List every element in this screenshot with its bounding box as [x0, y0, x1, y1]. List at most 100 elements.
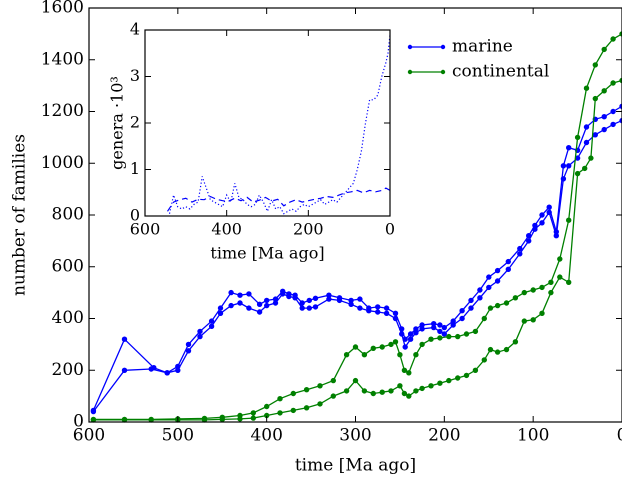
marine-series-line: [92, 105, 622, 411]
continental-data-point: [388, 341, 394, 348]
inset-ytick-label: 4: [130, 20, 140, 39]
continental-data-point: [592, 62, 598, 68]
inset-dashed-series-line: [166, 187, 391, 212]
marine-data-point: [280, 291, 286, 297]
marine-data-point: [610, 108, 616, 115]
continental-data-point: [406, 370, 412, 376]
main-ytick-label: 1400: [41, 49, 84, 69]
marine-data-point: [546, 204, 552, 210]
continental-data-point: [406, 393, 412, 399]
continental-data-point: [343, 352, 350, 358]
marine-data-point: [399, 331, 405, 337]
legend-continental-marker: [407, 69, 413, 75]
marine-data-point: [494, 278, 501, 284]
continental-data-point: [428, 336, 434, 342]
continental-data-point: [472, 328, 479, 335]
marine-data-point: [539, 220, 545, 226]
inset-ytick-label: 2: [130, 113, 140, 132]
main-xtick-label: 500: [162, 426, 194, 446]
marine-data-point: [237, 292, 243, 298]
marine-data-point: [477, 287, 483, 293]
continental-data-point: [379, 389, 385, 395]
inset-ytick-label: 3: [130, 66, 140, 85]
marine-data-point: [292, 295, 298, 301]
marine-data-point: [539, 212, 545, 218]
marine-data-point: [383, 310, 390, 316]
marine-data-point: [197, 333, 203, 340]
marine-data-point: [477, 295, 483, 301]
marine-data-point: [256, 309, 263, 315]
continental-data-point: [264, 403, 270, 410]
main-ytick-label: 800: [52, 205, 84, 225]
marine-data-point: [286, 293, 292, 300]
marine-data-point: [217, 305, 224, 311]
marine-data-point: [306, 305, 312, 311]
inset-xtick-label: 400: [211, 220, 242, 239]
marine-data-point: [383, 305, 390, 311]
marine-data-point: [601, 114, 607, 120]
marine-data-point: [610, 121, 616, 128]
main-xtick-label: 0: [617, 426, 622, 446]
marine-data-point: [357, 296, 363, 302]
marine-data-point: [546, 209, 552, 216]
marine-data-point: [407, 331, 414, 337]
continental-data-point: [503, 346, 510, 353]
marine-data-point: [494, 267, 501, 274]
marine-data-point: [121, 367, 128, 373]
marine-data-point: [517, 245, 523, 252]
marine-data-point: [237, 300, 243, 306]
marine-data-point: [375, 304, 381, 310]
marine-data-point: [437, 328, 443, 335]
continental-data-point: [379, 344, 385, 350]
continental-data-point: [592, 95, 598, 102]
continental-data-point: [401, 390, 408, 397]
continental-data-point: [548, 279, 554, 285]
continental-data-point: [352, 344, 359, 350]
marine-data-point: [148, 366, 154, 372]
continental-data-point: [521, 318, 527, 324]
marine-data-point: [336, 297, 343, 304]
marine-data-point: [392, 315, 399, 322]
legend-marine-marker: [440, 44, 446, 50]
legend-marine-label: marine: [452, 37, 513, 57]
inset-y-axis-label: genera ·10³: [108, 76, 127, 170]
continental-data-point: [530, 287, 536, 293]
continental-data-point: [388, 388, 394, 394]
inset-plot: 600 400 200 0 0 1 2 3 4 time [Ma ago] genera ·10³: [108, 20, 396, 263]
marine-data-point: [560, 176, 567, 182]
continental-data-point: [503, 300, 510, 306]
continental-data-point: [512, 295, 519, 301]
marine-data-point: [450, 322, 456, 328]
marine-data-point: [185, 341, 192, 348]
continental-data-point: [557, 274, 563, 280]
continental-data-point: [487, 346, 494, 353]
continental-data-point: [557, 256, 563, 262]
continental-data-point: [343, 388, 350, 394]
continental-data-point: [437, 380, 443, 386]
marine-data-point: [566, 163, 572, 169]
continental-data-point: [512, 339, 519, 345]
marine-data-point: [306, 297, 312, 304]
main-xtick-label: 600: [73, 426, 105, 446]
marine-data-point: [517, 251, 523, 257]
marine-data-point: [121, 336, 128, 342]
continental-data-point: [548, 289, 554, 296]
continental-data-point: [530, 317, 536, 323]
marine-data-point: [208, 323, 215, 329]
continental-data-point: [330, 393, 336, 399]
continental-data-point: [539, 310, 545, 316]
continental-data-point: [419, 341, 425, 348]
continental-data-point: [317, 401, 323, 407]
legend-continental-label: continental: [452, 62, 549, 82]
continental-data-point: [370, 390, 376, 397]
marine-data-point: [175, 367, 181, 373]
inset-xtick-label: 0: [385, 220, 395, 239]
continental-data-point: [397, 352, 403, 358]
marine-data-point: [419, 326, 425, 332]
marine-data-point: [566, 145, 572, 151]
marine-data-point: [505, 266, 511, 272]
marine-data-point: [486, 274, 492, 280]
marine-data-point: [299, 305, 305, 311]
continental-data-point: [250, 415, 257, 421]
